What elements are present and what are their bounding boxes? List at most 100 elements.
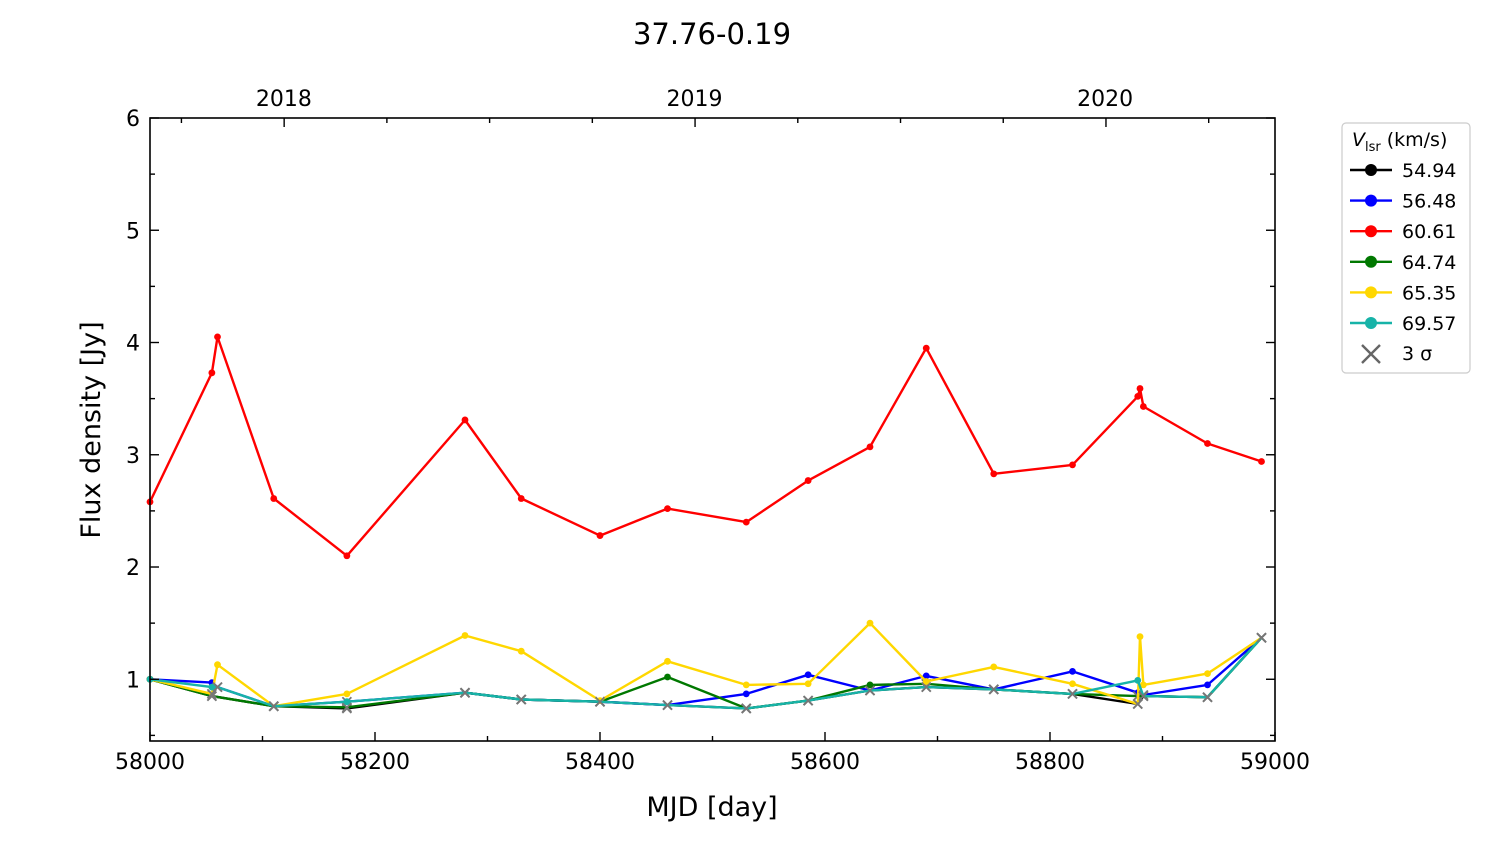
y-tick-label: 3: [126, 444, 140, 469]
x-axis-label: MJD [day]: [646, 792, 777, 823]
legend-marker: [1365, 225, 1377, 238]
data-point: [742, 518, 750, 526]
data-point: [922, 678, 930, 685]
data-point: [517, 495, 525, 502]
data-point: [461, 416, 469, 424]
legend-label: 60.61: [1402, 221, 1456, 243]
top-tick-label: 2020: [1077, 87, 1133, 112]
data-point: [664, 505, 671, 513]
legend-entry-64.74: 64.74: [1350, 252, 1456, 274]
y-axis-ticks: 1 2 3 4 5 6: [126, 107, 1275, 737]
data-point: [1204, 440, 1211, 447]
x-axis-ticks: 58000 58200 58400 58600 58800 59000: [115, 732, 1310, 775]
data-point: [990, 663, 998, 671]
limit-point: [1256, 632, 1267, 643]
top-year-axis-ticks: 2018 2019 2020: [180, 87, 1210, 127]
limit-point: [268, 701, 279, 712]
legend-box: [1341, 122, 1471, 374]
limit-point: [1202, 692, 1213, 703]
limit-point: [459, 687, 471, 698]
data-point: [343, 552, 351, 560]
legend-label: 64.74: [1402, 252, 1456, 274]
chart-title: 37.76-0.19: [633, 17, 791, 51]
data-point: [1258, 458, 1265, 465]
data-point: [1069, 461, 1076, 469]
limit-point: [341, 702, 353, 713]
top-tick-label: 2019: [667, 87, 723, 112]
data-point: [866, 443, 874, 451]
legend-marker: [1365, 164, 1377, 176]
data-point: [664, 657, 671, 665]
top-tick-label: 2018: [256, 87, 312, 112]
data-point: [990, 470, 998, 478]
data-point: [1134, 676, 1142, 684]
data-point: [804, 477, 812, 484]
data-point: [1136, 633, 1144, 641]
data-point: [1139, 681, 1147, 689]
series-line: [148, 335, 1262, 557]
limit-point: [516, 694, 527, 705]
data-point: [742, 690, 750, 698]
limit-point: [594, 696, 606, 707]
limit-point: [1138, 690, 1149, 702]
data-point: [214, 661, 221, 669]
plot-area: [146, 117, 1276, 742]
legend-marker: [1365, 194, 1377, 207]
data-point: [596, 532, 604, 539]
data-point: [1069, 680, 1076, 688]
x-tick-label: 58600: [790, 750, 860, 775]
legend-entry-69.57: 69.57: [1350, 313, 1456, 335]
series-line: [149, 621, 1263, 708]
limit-point: [212, 681, 223, 693]
legend-limit-label: 3 σ: [1402, 343, 1432, 365]
y-tick-label: 5: [126, 219, 140, 244]
data-point: [1069, 668, 1076, 675]
legend-marker: [1365, 317, 1377, 329]
data-point: [1204, 681, 1211, 689]
x-tick-label: 58400: [565, 750, 635, 775]
y-tick-label: 1: [126, 668, 140, 693]
data-point: [517, 647, 525, 655]
data-point: [270, 495, 278, 502]
series-layer: [146, 333, 1267, 714]
data-point: [461, 632, 469, 639]
data-point: [1136, 385, 1144, 392]
data-point: [664, 673, 671, 681]
legend-label: 56.48: [1402, 191, 1456, 213]
data-point: [804, 680, 812, 688]
x-tick-label: 58200: [340, 750, 410, 775]
x-tick-label: 58000: [115, 750, 185, 775]
legend: Vlsr (km/s) 54.94 56.48 60.61 64.74 65.35 69.5…: [1341, 122, 1471, 374]
legend-marker: [1365, 255, 1377, 268]
limit-point: [921, 681, 932, 693]
data-point: [866, 681, 874, 689]
series-65.35: [146, 619, 1267, 712]
data-point: [208, 369, 216, 377]
legend-title: Vlsr (km/s): [1352, 129, 1447, 155]
legend-entry-56.48: 56.48: [1350, 191, 1456, 213]
data-point: [922, 672, 930, 680]
x-tick-label: 59000: [1240, 750, 1310, 775]
data-point: [922, 344, 930, 352]
limit-point: [1067, 688, 1078, 699]
legend-entries: 54.94 56.48 60.61 64.74 65.35 69.57: [1350, 160, 1456, 335]
data-point: [1139, 403, 1147, 410]
limit-point: [802, 695, 814, 706]
data-point: [208, 683, 216, 691]
limit-point: [864, 685, 876, 696]
legend-title-unit: (km/s): [1387, 129, 1448, 151]
legend-label: 54.94: [1402, 160, 1456, 182]
limit-point: [741, 703, 752, 714]
legend-title-symbol: V: [1352, 129, 1367, 151]
y-tick-label: 2: [126, 556, 140, 581]
y-tick-label: 6: [126, 107, 140, 132]
y-tick-label: 4: [126, 332, 140, 357]
legend-label: 69.57: [1402, 313, 1456, 335]
legend-marker: [1365, 286, 1377, 299]
series-69.57: [146, 632, 1267, 714]
limit-point: [662, 699, 673, 711]
x-tick-label: 58800: [1015, 750, 1085, 775]
data-point: [742, 681, 750, 689]
legend-entry-54.94: 54.94: [1350, 160, 1456, 182]
data-point: [343, 690, 351, 698]
